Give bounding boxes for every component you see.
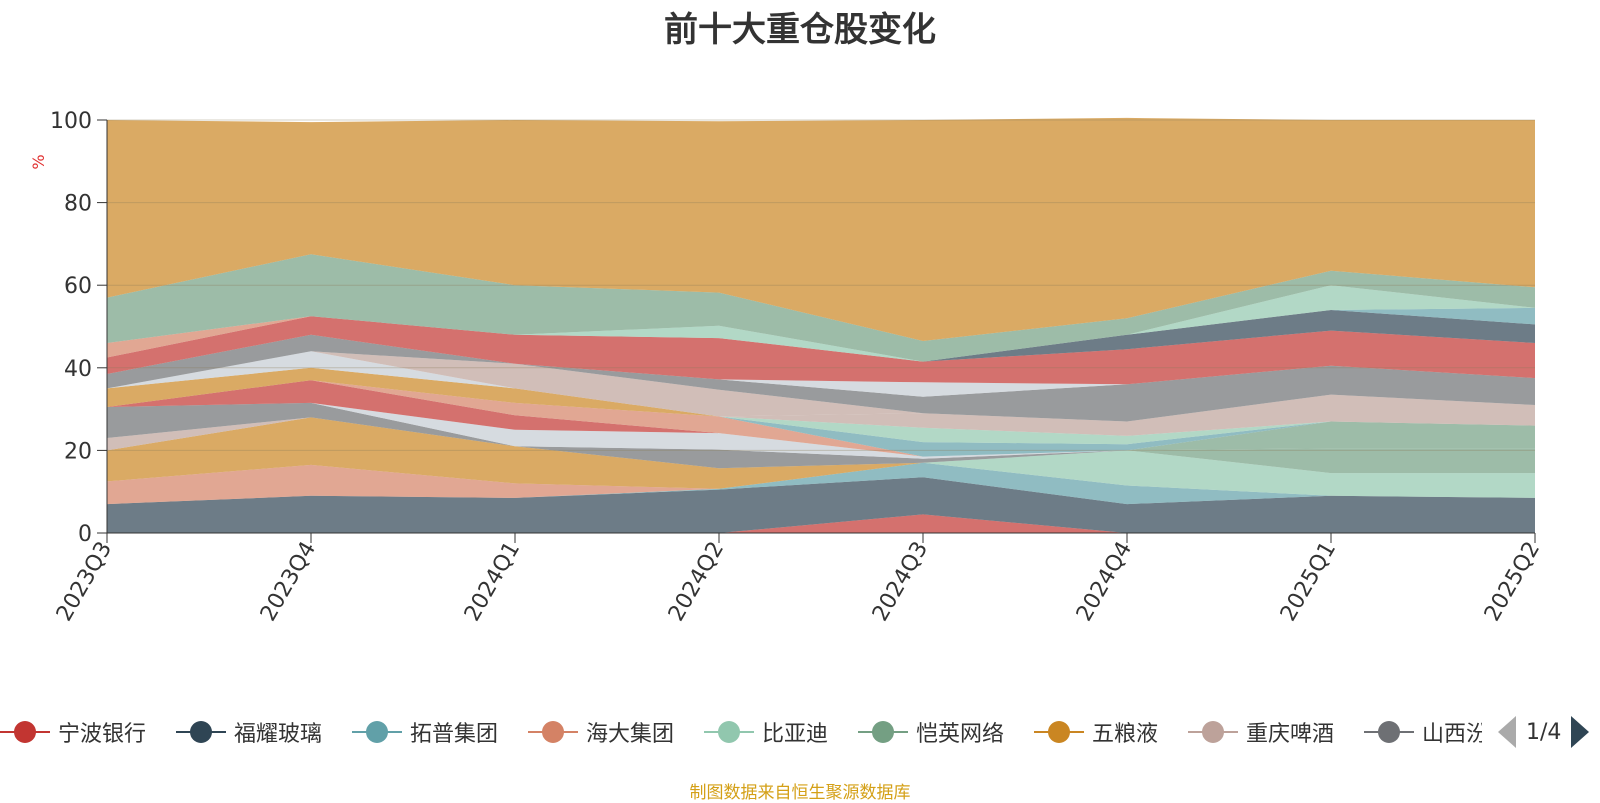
area-band-15 [107, 380, 1535, 436]
legend-item[interactable]: 重庆啤酒 [1188, 712, 1334, 752]
legend-marker-icon [858, 712, 908, 752]
area-band-22 [107, 310, 1535, 362]
area-band-26 [107, 254, 1535, 362]
area-band-10 [107, 402, 1535, 459]
legend-marker-icon [704, 712, 754, 752]
legend-pager: 1/4 [1498, 712, 1590, 752]
area-band-19 [107, 334, 1535, 422]
area-band-27 [107, 117, 1535, 342]
x-tick-label: 2024Q3 [868, 538, 933, 626]
legend-items: 宁波银行 福耀玻璃 拓普集团 海大集团 比亚迪 恺英网络 五粮液 重庆啤酒 山西汾酒 [0, 712, 1482, 758]
legend-label: 海大集团 [586, 722, 675, 747]
legend-label: 福耀玻璃 [234, 722, 323, 747]
legend-item[interactable]: 拓普集团 [352, 712, 498, 752]
legend-marker-icon [1034, 712, 1084, 752]
legend-label: 比亚迪 [762, 722, 829, 747]
y-tick-label: 0 [78, 522, 92, 547]
legend-label: 山西汾酒 [1422, 722, 1482, 747]
legend-item[interactable]: 恺英网络 [858, 712, 1004, 752]
area-bands [107, 117, 1535, 533]
legend: 宁波银行 福耀玻璃 拓普集团 海大集团 比亚迪 恺英网络 五粮液 重庆啤酒 山西汾酒 1/4 [0, 712, 1600, 758]
legend-marker-icon [528, 712, 578, 752]
stacked-area-chart: 0 20 40 60 80 100 2023Q3 2023Q4 2024Q1 2024Q2 2024… [29, 109, 1545, 626]
legend-label: 宁波银行 [58, 722, 147, 747]
x-tick-label: 2025Q2 [1480, 538, 1545, 626]
x-tick-label: 2024Q2 [664, 538, 729, 626]
y-tick-label: 60 [64, 274, 92, 299]
area-band-2 [107, 462, 1535, 505]
legend-marker-icon [176, 712, 226, 752]
area-band-7 [107, 417, 1535, 469]
chart-title: 前十大重仓股变化 [664, 10, 936, 50]
legend-marker-icon [352, 712, 402, 752]
legend-marker-icon [1364, 712, 1414, 752]
legend-item[interactable]: 比亚迪 [704, 712, 828, 752]
area-band-4 [107, 448, 1535, 505]
x-tick-label: 2025Q1 [1276, 538, 1341, 626]
area-band-9 [107, 402, 1535, 469]
legend-label: 拓普集团 [410, 722, 499, 747]
legend-item[interactable]: 山西汾酒 [1364, 712, 1482, 752]
legend-item[interactable]: 五粮液 [1034, 712, 1158, 752]
legend-label: 重庆啤酒 [1246, 722, 1335, 747]
source-note: 制图数据来自恒生聚源数据库 [689, 783, 911, 803]
legend-page-indicator: 1/4 [1526, 719, 1562, 745]
legend-item[interactable]: 福耀玻璃 [176, 712, 322, 752]
area-band-21 [107, 316, 1535, 385]
y-tick-label: 20 [64, 439, 92, 464]
area-band-23 [107, 307, 1535, 362]
legend-next-page-icon[interactable] [1571, 716, 1590, 748]
legend-marker-icon [0, 712, 50, 752]
legend-item[interactable]: 海大集团 [528, 712, 674, 752]
area-band-12 [107, 380, 1535, 457]
area-band-18 [107, 351, 1535, 422]
area-band-6 [107, 417, 1535, 489]
x-tick-label: 2024Q1 [460, 538, 525, 626]
x-tick-label: 2024Q4 [1072, 538, 1137, 626]
y-tick-label: 100 [50, 109, 92, 134]
area-band-25 [107, 285, 1535, 362]
y-tick-label: 80 [64, 192, 92, 217]
area-band-1 [107, 477, 1535, 533]
legend-marker-icon [1188, 712, 1238, 752]
area-band-3 [107, 450, 1535, 505]
legend-item[interactable]: 宁波银行 [0, 712, 146, 752]
x-tick-label: 2023Q3 [52, 538, 117, 626]
area-band-20 [107, 334, 1535, 397]
x-tick-label: 2023Q4 [256, 538, 321, 626]
gridlines [107, 119, 1535, 451]
area-band-5 [107, 448, 1535, 505]
y-axis-unit-label: % [29, 154, 48, 169]
legend-prev-page-icon[interactable] [1498, 716, 1516, 748]
legend-label: 五粮液 [1092, 722, 1159, 747]
y-tick-label: 40 [64, 357, 92, 382]
legend-label: 恺英网络 [916, 722, 1005, 747]
